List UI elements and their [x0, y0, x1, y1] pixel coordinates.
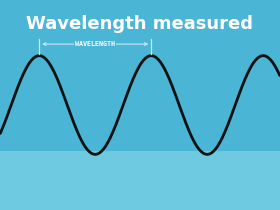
Text: Wavelength measured: Wavelength measured [27, 15, 253, 33]
Bar [0, 151, 280, 210]
Text: WAVELENGTH: WAVELENGTH [75, 41, 115, 47]
